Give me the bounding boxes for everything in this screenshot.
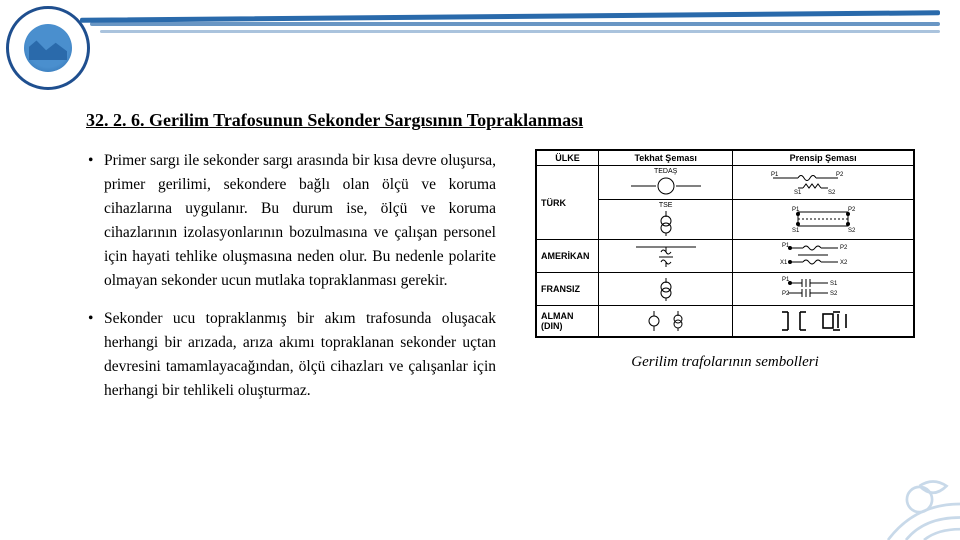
svg-text:S2: S2 [848, 228, 856, 234]
tedas-single: TEDAŞ [599, 166, 733, 200]
tse-label: TSE [602, 202, 729, 209]
din-single [599, 306, 733, 337]
hdr-country: ÜLKE [537, 151, 599, 166]
svg-text:S1: S1 [794, 190, 802, 196]
accent-lines [60, 0, 960, 60]
hdr-single-line: Tekhat Şeması [599, 151, 733, 166]
section-title: 32. 2. 6. Gerilim Trafosunun Sekonder Sa… [86, 110, 930, 131]
two-columns: Primer sargı ile sekonder sargı arasında… [86, 149, 930, 417]
svg-text:P1: P1 [782, 243, 790, 249]
svg-text:S2: S2 [830, 291, 838, 297]
svg-text:P2: P2 [782, 291, 790, 297]
fr-principle: P1 S1 P2 S2 [733, 273, 914, 306]
symbol-table: ÜLKE Tekhat Şeması Prensip Şeması TÜRK T… [535, 149, 915, 338]
tedas-label: TEDAŞ [602, 168, 729, 175]
svg-text:X1: X1 [780, 260, 788, 266]
tse-single: TSE [599, 200, 733, 240]
row-fransiz: FRANSIZ [537, 273, 599, 306]
text-column: Primer sargı ile sekonder sargı arasında… [86, 149, 496, 417]
din-principle [733, 306, 914, 337]
hdr-principle: Prensip Şeması [733, 151, 914, 166]
bullet-2: Sekonder ucu topraklanmış bir akım trafo… [86, 307, 496, 403]
row-amerikan: AMERİKAN [537, 240, 599, 273]
content-area: 32. 2. 6. Gerilim Trafosunun Sekonder Sa… [86, 110, 930, 520]
svg-text:S1: S1 [830, 281, 838, 287]
university-logo [6, 6, 90, 90]
logo-core [24, 24, 72, 72]
figure-column: ÜLKE Tekhat Şeması Prensip Şeması TÜRK T… [520, 149, 930, 417]
amer-single [599, 240, 733, 273]
svg-text:P2: P2 [848, 207, 856, 213]
row-turk: TÜRK [537, 166, 599, 240]
row-alman: ALMAN (DIN) [537, 306, 599, 337]
amer-principle: P2 P1 X1 X2 [733, 240, 914, 273]
fr-single [599, 273, 733, 306]
svg-text:X2: X2 [840, 260, 848, 266]
svg-text:P1: P1 [771, 172, 779, 178]
svg-text:P1: P1 [782, 277, 790, 283]
bullet-1: Primer sargı ile sekonder sargı arasında… [86, 149, 496, 293]
svg-text:P1: P1 [792, 207, 800, 213]
tedas-principle: P1 P2 S1 S2 [733, 166, 914, 200]
svg-text:S2: S2 [828, 190, 836, 196]
tse-principle: P1 P2 S1 S2 [733, 200, 914, 240]
svg-text:P2: P2 [836, 172, 844, 178]
figure-caption: Gerilim trafolarının sembolleri [631, 354, 819, 371]
svg-text:S1: S1 [792, 228, 800, 234]
svg-text:P2: P2 [840, 245, 848, 251]
